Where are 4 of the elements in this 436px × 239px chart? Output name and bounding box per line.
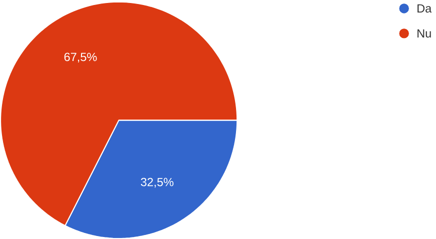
- legend-label: Nu: [418, 29, 431, 38]
- data-label: 32,5%: [140, 178, 174, 188]
- legend-label: Da: [418, 4, 432, 13]
- data-label: 67,5%: [64, 52, 97, 63]
